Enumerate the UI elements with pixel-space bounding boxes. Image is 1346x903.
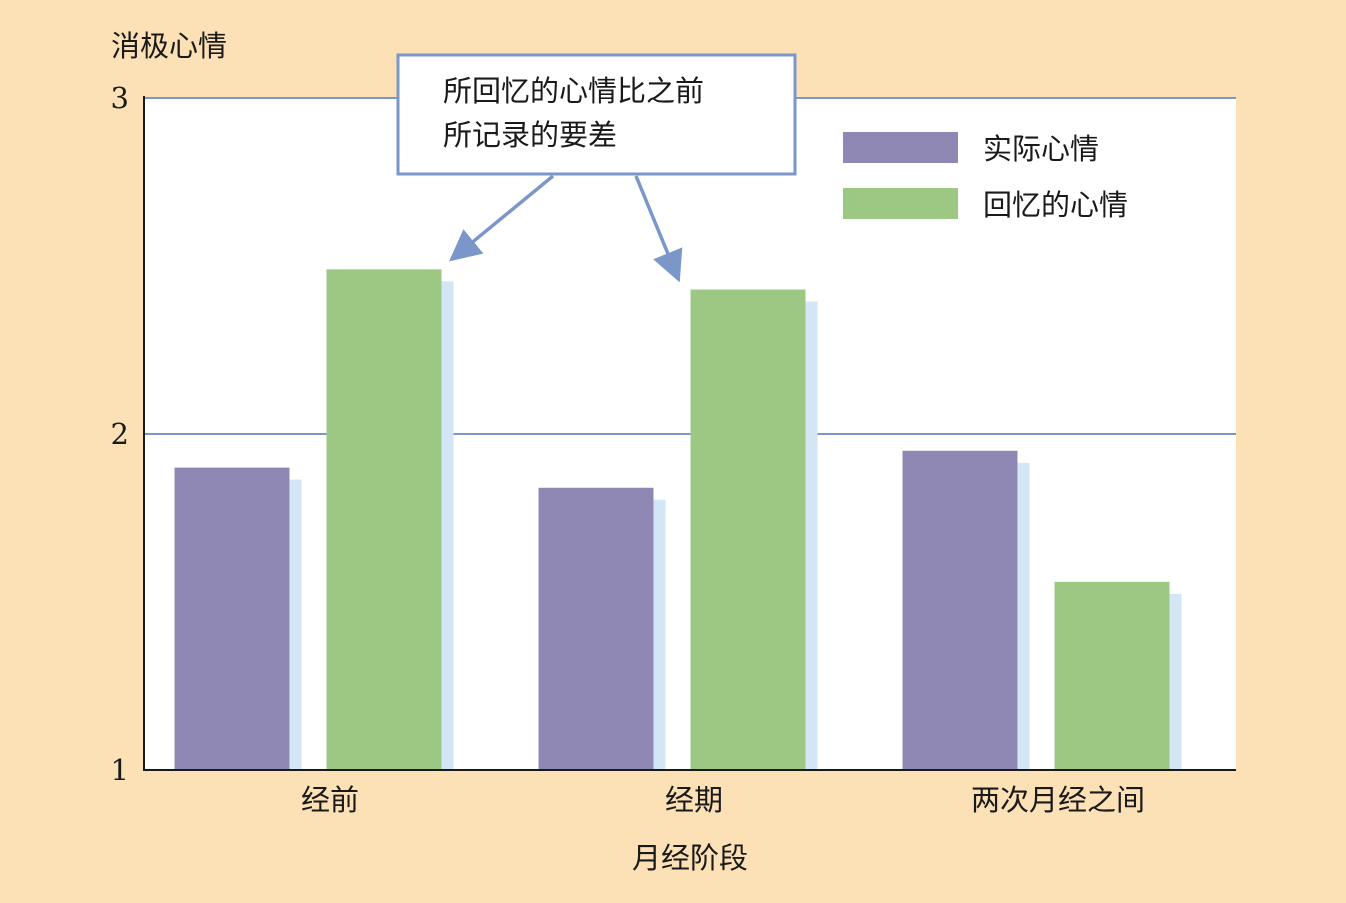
legend-label-actual-mood: 实际心情 xyxy=(983,132,1099,166)
callout-line-2: 所记录的要差 xyxy=(443,118,617,152)
x-tick-label: 两次月经之间 xyxy=(971,783,1145,817)
bar xyxy=(1054,581,1170,770)
bar xyxy=(326,269,442,770)
callout-box xyxy=(396,53,797,176)
legend-label-recalled-mood: 回忆的心情 xyxy=(983,188,1128,222)
x-axis-title: 月经阶段 xyxy=(632,841,748,875)
y-tick-label: 2 xyxy=(111,417,129,451)
annotation-callout: 所回忆的心情比之前 所记录的要差 xyxy=(396,53,797,283)
bar xyxy=(538,487,654,770)
axes xyxy=(143,96,1236,771)
bar xyxy=(902,450,1018,770)
legend: 实际心情 回忆的心情 xyxy=(843,132,1128,222)
bar xyxy=(690,289,806,770)
x-tick-label: 经前 xyxy=(301,783,359,817)
tick-labels: 1 2 3 经前 经期 两次月经之间 xyxy=(111,81,1145,817)
bars xyxy=(174,269,1170,770)
x-tick-label: 经期 xyxy=(665,783,723,817)
bar xyxy=(174,467,290,770)
legend-swatch-recalled-mood xyxy=(843,188,958,219)
annotation-arrow xyxy=(634,175,683,283)
callout-arrows xyxy=(449,174,683,283)
y-tick-label: 3 xyxy=(111,81,129,115)
legend-swatch-actual-mood xyxy=(843,132,958,163)
y-axis-title: 消极心情 xyxy=(111,29,227,63)
annotation-arrow xyxy=(449,174,555,262)
callout-line-1: 所回忆的心情比之前 xyxy=(443,74,704,108)
y-tick-label: 1 xyxy=(111,753,129,787)
